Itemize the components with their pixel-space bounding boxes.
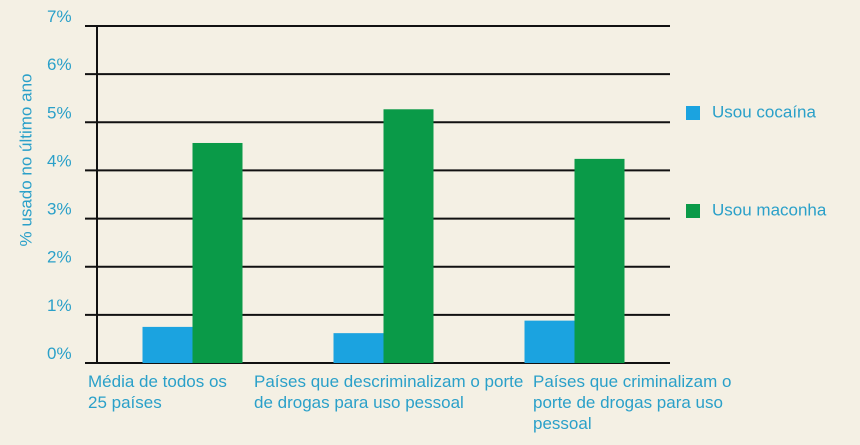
y-tick-label: 6% <box>47 55 72 74</box>
x-tick-label: Países que criminalizam o porte de droga… <box>533 372 732 433</box>
x-tick-label: Média de todos os 25 países <box>88 372 227 412</box>
bar <box>383 109 434 363</box>
y-axis-title: % usado no último ano <box>16 74 35 247</box>
legend-label: Usou cocaína <box>712 102 816 121</box>
y-tick-label: 4% <box>47 151 72 170</box>
legend-swatch <box>686 204 700 218</box>
y-tick-label: 1% <box>47 296 72 315</box>
bar <box>333 333 384 363</box>
y-tick-label: 5% <box>47 103 72 122</box>
y-tick-label: 0% <box>47 344 72 363</box>
bar <box>142 326 193 363</box>
bar <box>524 320 575 363</box>
x-tick-label: Países que descriminalizam o porte de dr… <box>254 372 524 412</box>
y-tick-label: 3% <box>47 200 72 219</box>
y-tick-label: 2% <box>47 248 72 267</box>
legend-swatch <box>686 106 700 120</box>
legend-label: Usou maconha <box>712 200 827 219</box>
bar <box>192 142 243 363</box>
bar <box>574 158 625 363</box>
y-tick-label: 7% <box>47 7 72 26</box>
